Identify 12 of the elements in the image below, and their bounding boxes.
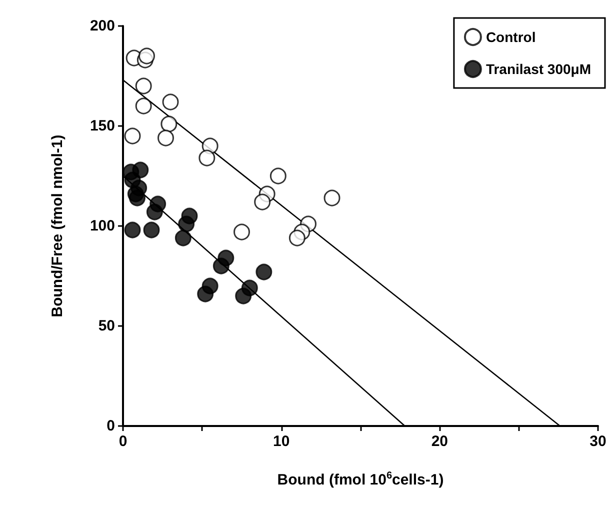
x-tick-label: 10 xyxy=(272,433,290,450)
legend-label: Control xyxy=(486,29,536,45)
x-tick-label: 20 xyxy=(431,433,448,450)
x-tick-label: 0 xyxy=(118,433,128,450)
y-tick-label: 0 xyxy=(106,418,115,434)
legend-label: Tranilast 300μM xyxy=(486,61,592,77)
y-axis-title: Bound/Free (fmol nmol-1) xyxy=(49,134,66,318)
y-tick-label: 200 xyxy=(90,18,115,34)
y-tick-label: 50 xyxy=(98,318,115,334)
y-tick-label: 150 xyxy=(90,118,115,134)
x-tick-label: 30 xyxy=(590,433,606,450)
y-tick-label: 100 xyxy=(90,218,115,234)
